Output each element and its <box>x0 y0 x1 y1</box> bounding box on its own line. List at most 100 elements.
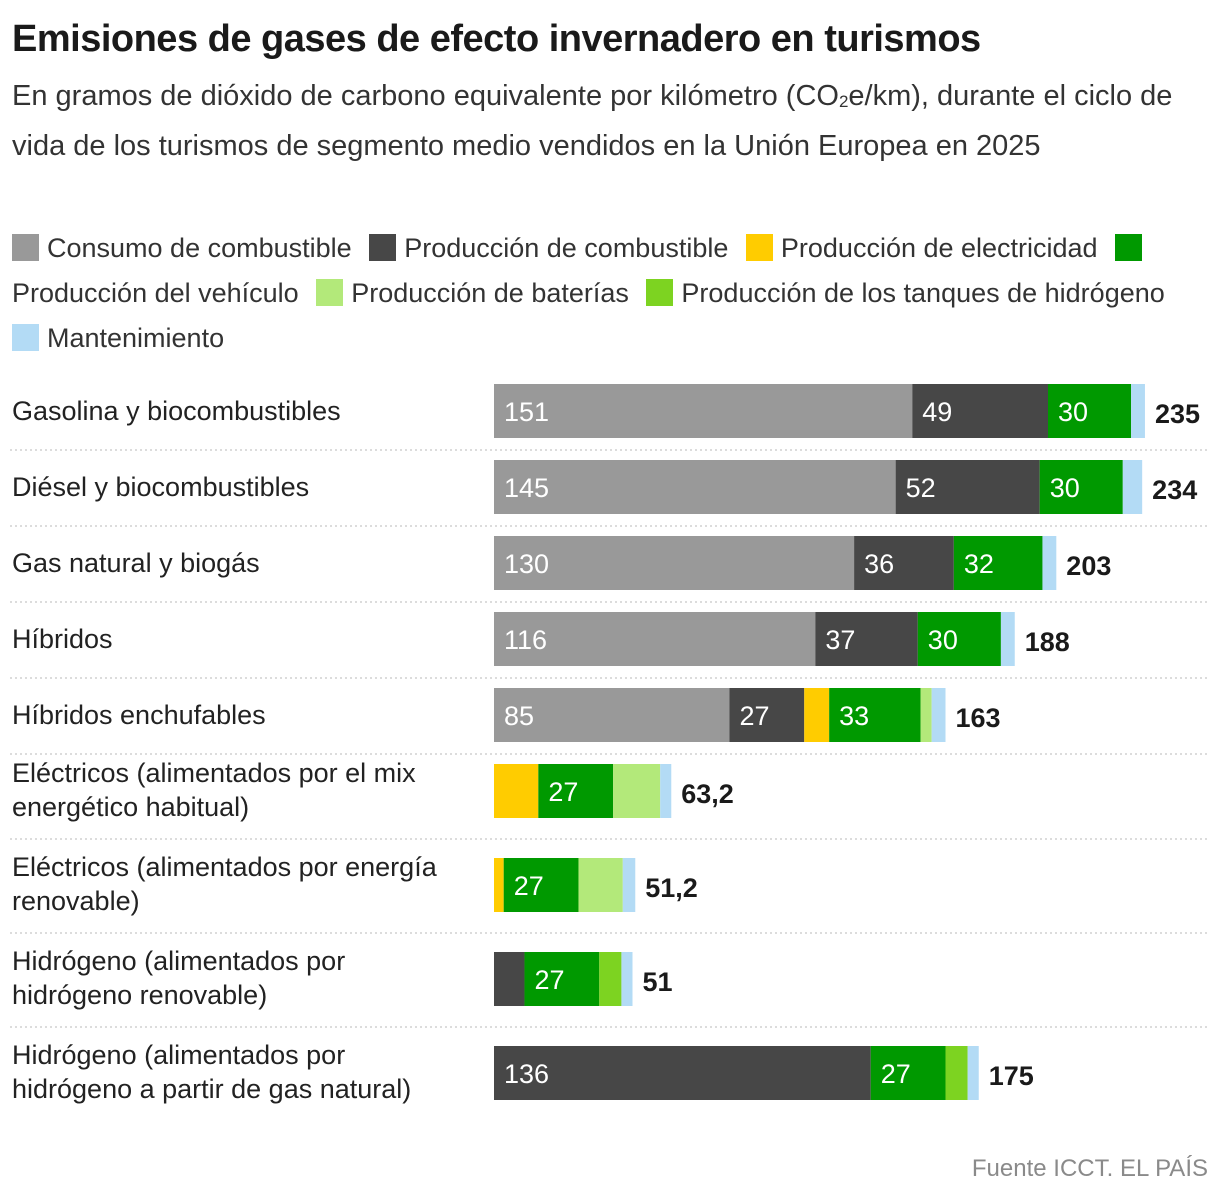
legend-swatch <box>12 234 39 261</box>
value-label: 30 <box>1050 473 1080 503</box>
value-label: 36 <box>864 549 894 579</box>
bar-segment <box>538 764 614 818</box>
category-label: Híbridos <box>12 624 113 654</box>
bar-segment <box>621 952 633 1006</box>
bar-segment <box>953 536 1043 590</box>
total-label: 51 <box>643 967 673 997</box>
total-label: 203 <box>1066 551 1111 581</box>
bar-segment <box>1122 460 1143 514</box>
bar-segment <box>494 688 730 742</box>
category-label: Eléctricos (alimentados por energía <box>12 852 438 882</box>
category-label: Hidrógeno (alimentados por <box>12 946 345 976</box>
value-label: 32 <box>964 549 994 579</box>
bar-segment <box>494 764 539 818</box>
legend-item: Producción de baterías <box>316 278 629 308</box>
bar-segment <box>613 764 661 818</box>
value-label: 130 <box>504 549 549 579</box>
bar-segment <box>660 764 672 818</box>
bar-segment <box>494 384 913 438</box>
chart-subtitle: En gramos de dióxido de carbono equivale… <box>12 80 1173 162</box>
total-label: 163 <box>956 703 1001 733</box>
value-label: 30 <box>928 625 958 655</box>
chart-title: Emisiones de gases de efecto invernadero… <box>12 18 981 60</box>
category-label: hidrógeno renovable) <box>12 980 267 1010</box>
stacked-bar-chart: Gasolina y biocombustibles 151 49 30 235 Diés… <box>10 384 1210 1104</box>
legend-label: Producción de combustible <box>404 233 729 263</box>
value-label: 85 <box>504 701 534 731</box>
legend-label: Producción de electricidad <box>780 233 1098 263</box>
category-label: hidrógeno a partir de gas natural) <box>12 1074 411 1104</box>
chart-legend: Consumo de combustible Producción de com… <box>12 226 1207 361</box>
legend-item: Mantenimiento <box>12 323 224 353</box>
bar-segment <box>494 858 504 912</box>
bar-segment <box>920 688 932 742</box>
legend-label: Mantenimiento <box>47 323 225 353</box>
legend-item: Producción del vehículo <box>12 233 1150 308</box>
value-label: 52 <box>906 473 936 503</box>
value-label: 151 <box>504 397 549 427</box>
value-label: 33 <box>839 701 869 731</box>
bar-segment <box>1039 460 1123 514</box>
category-label: energético habitual) <box>12 792 249 822</box>
category-label: Hidrógeno (alimentados por <box>12 1040 345 1070</box>
legend-swatch <box>1115 234 1143 261</box>
legend-label: Producción de los tanques de hidrógeno <box>681 278 1165 308</box>
source-note: Fuente ICCT. EL PAÍS <box>971 1155 1208 1182</box>
bar-segment <box>599 952 622 1006</box>
bar-segment <box>622 858 636 912</box>
bar-segment <box>494 1046 871 1100</box>
bar-segment <box>829 688 921 742</box>
legend-swatch <box>12 324 39 351</box>
value-label: 37 <box>825 625 855 655</box>
bar-segment <box>870 1046 946 1100</box>
legend-swatch <box>316 279 344 306</box>
total-label: 234 <box>1152 475 1197 505</box>
category-label: Gasolina y biocombustibles <box>12 396 341 426</box>
value-label: 49 <box>922 397 952 427</box>
bar-segment <box>945 1046 968 1100</box>
value-label: 116 <box>504 625 547 655</box>
category-label: Eléctricos (alimentados por el mix <box>12 758 416 788</box>
value-label: 27 <box>534 965 564 995</box>
category-label: Gas natural y biogás <box>12 548 260 578</box>
legend-label: Producción del vehículo <box>12 278 299 308</box>
value-label: 27 <box>739 701 769 731</box>
bar-segment <box>895 460 1040 514</box>
legend-item: Producción de combustible <box>369 233 728 263</box>
legend-item: Consumo de combustible <box>12 233 352 263</box>
total-label: 235 <box>1155 399 1200 429</box>
category-label: renovable) <box>12 886 140 916</box>
value-label: 30 <box>1058 397 1088 427</box>
legend-swatch <box>646 279 674 306</box>
bar-segment <box>494 612 816 666</box>
bar-segment <box>494 536 855 590</box>
bar-segment <box>524 952 600 1006</box>
bar-segment <box>1042 536 1057 590</box>
bar-segment <box>931 688 946 742</box>
legend-label: Producción de baterías <box>351 278 629 308</box>
legend-swatch <box>369 234 397 261</box>
bar-segment <box>1048 384 1132 438</box>
value-label: 27 <box>881 1059 911 1089</box>
total-label: 175 <box>989 1061 1034 1091</box>
legend-item: Producción de los tanques de hidrógeno <box>646 278 1165 308</box>
category-label: Diésel y biocombustibles <box>12 472 309 502</box>
bar-segment <box>815 612 918 666</box>
bar-segment <box>967 1046 979 1100</box>
legend-item: Producción de electricidad <box>745 233 1098 263</box>
bar-segment <box>1131 384 1145 438</box>
bar-segment <box>1000 612 1015 666</box>
bar-segment <box>912 384 1048 438</box>
bar-segment <box>729 688 805 742</box>
bar-segment <box>854 536 954 590</box>
total-label: 188 <box>1025 627 1070 657</box>
value-label: 27 <box>514 871 544 901</box>
total-label: 63,2 <box>681 779 734 809</box>
legend-label: Consumo de combustible <box>47 233 352 263</box>
legend-swatch <box>745 234 773 261</box>
bar-segment <box>494 460 896 514</box>
total-label: 51,2 <box>645 873 698 903</box>
value-label: 145 <box>504 473 549 503</box>
value-label: 27 <box>548 777 578 807</box>
value-label: 136 <box>504 1059 549 1089</box>
